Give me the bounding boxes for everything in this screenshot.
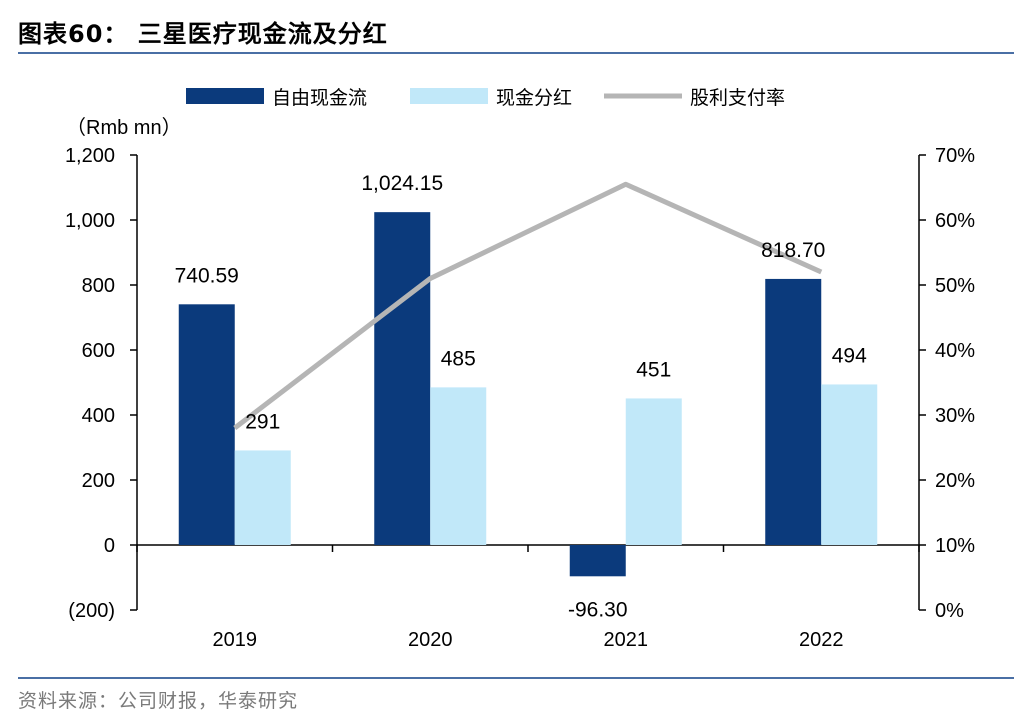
right-y-tick-label: 20% (935, 470, 975, 492)
data-label-free-cash-flow: 818.70 (761, 239, 825, 262)
left-y-tick-label: 0 (104, 535, 115, 557)
legend: 自由现金流 现金分红 股利支付率 (186, 87, 785, 109)
data-label-free-cash-flow: 740.59 (175, 264, 239, 287)
left-y-tick-label: 600 (82, 340, 115, 362)
left-y-tick-label: 800 (82, 275, 115, 297)
right-y-tick-label: 60% (935, 210, 975, 232)
bar-cash-dividend (430, 387, 487, 545)
data-label-cash-dividend: 485 (441, 347, 476, 370)
source-note: 资料来源：公司财报，华泰研究 (18, 690, 299, 712)
payout-ratio-series-line (233, 181, 823, 430)
data-labels: 740.59 291 1,024.15 485 -96.30 451 818.70 494 (175, 172, 867, 621)
right-y-tick-label: 0% (935, 600, 964, 622)
x-axis-category-label: 2022 (799, 629, 844, 651)
bar-cash-dividend (625, 398, 682, 545)
left-y-tick-label: 1,000 (65, 210, 115, 232)
figure-title: 图表60： 三星医疗现金流及分红 (18, 20, 388, 48)
bar-free-cash-flow (374, 212, 431, 545)
bar-free-cash-flow (178, 304, 235, 545)
left-y-tick-label: (200) (68, 600, 115, 622)
left-y-tick-label: 400 (82, 405, 115, 427)
payout-ratio-line (233, 181, 823, 430)
footer-divider (18, 677, 1014, 679)
bar-cash-dividend (821, 384, 878, 545)
legend-swatch-free-cash-flow (186, 88, 264, 104)
right-y-tick-label: 10% (935, 535, 975, 557)
x-axis-category-label: 2019 (213, 629, 258, 651)
right-y-tick-label: 70% (935, 145, 975, 167)
bars (178, 212, 878, 577)
data-label-free-cash-flow: 1,024.15 (361, 172, 443, 195)
chart-area: 自由现金流 现金分红 股利支付率 （Rmb mn） (200) 0 200 400 60… (65, 87, 975, 651)
x-axis-category-label: 2021 (604, 629, 649, 651)
data-label-free-cash-flow: -96.30 (568, 598, 628, 621)
legend-swatch-cash-dividend (410, 88, 488, 104)
legend-label-free-cash-flow: 自由现金流 (272, 87, 367, 109)
data-label-cash-dividend: 494 (832, 344, 867, 367)
data-label-cash-dividend: 291 (245, 410, 280, 433)
legend-label-cash-dividend: 现金分红 (496, 87, 572, 109)
x-axis-category-label: 2020 (408, 629, 453, 651)
data-label-cash-dividend: 451 (636, 358, 671, 381)
title-divider (18, 52, 1014, 54)
bar-free-cash-flow (569, 545, 626, 577)
right-y-tick-label: 30% (935, 405, 975, 427)
bar-cash-dividend (234, 450, 291, 545)
right-y-tick-label: 40% (935, 340, 975, 362)
right-y-tick-label: 50% (935, 275, 975, 297)
y-axis-unit-label: （Rmb mn） (66, 116, 182, 139)
axes: (200) 0 200 400 600 800 1,000 1,200 0% 10% 20% 30% 4… (65, 145, 975, 651)
left-y-tick-label: 1,200 (65, 145, 115, 167)
bar-free-cash-flow (765, 278, 822, 545)
left-y-tick-label: 200 (82, 470, 115, 492)
legend-label-payout-ratio: 股利支付率 (690, 87, 785, 109)
